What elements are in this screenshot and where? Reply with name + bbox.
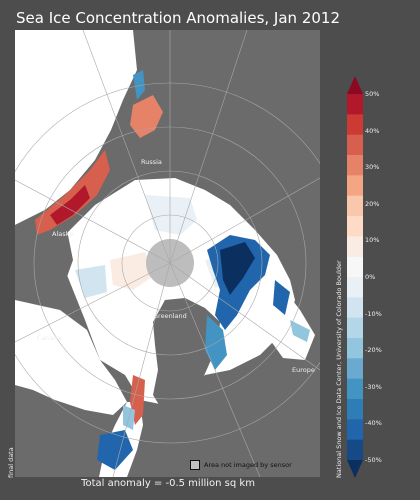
- colorbar-segment: [347, 297, 363, 318]
- page-title: Sea Ice Concentration Anomalies, Jan 201…: [16, 9, 340, 27]
- colorbar-segment: [347, 195, 363, 217]
- map-label-russia: Russia: [141, 158, 162, 166]
- barents-strong-anomaly: [220, 242, 255, 295]
- colorbar-tick-label: -40%: [365, 419, 382, 428]
- colorbar-segment: [347, 399, 363, 420]
- colorbar-segment: [347, 216, 363, 237]
- alaska-land: [15, 210, 73, 300]
- colorbar-tick-label: -10%: [365, 309, 382, 318]
- colorbar-tick-label: 10%: [365, 236, 380, 245]
- colorbar-segment: [347, 338, 363, 359]
- bering-strong-anomaly: [50, 185, 90, 225]
- tint-blue-2: [75, 265, 107, 298]
- colorbar-segment: [347, 155, 363, 176]
- okhotsk-positive-anomaly: [130, 95, 163, 138]
- arctic-pack-ice: [55, 178, 295, 405]
- colorbar-segment: [347, 256, 363, 278]
- colorbar-tick-label: 40%: [365, 126, 380, 135]
- colorbar-segment: [347, 134, 363, 156]
- colorbar-tick-label: -30%: [365, 382, 382, 391]
- colorbar-segment: [347, 277, 363, 298]
- graticule: [15, 30, 320, 477]
- colorbar-tick-label: 0%: [365, 273, 376, 281]
- credit-text: National Snow and Ice Data Center, Unive…: [335, 260, 343, 478]
- map-label-canada: Canada: [37, 334, 62, 342]
- map-label-europe: Europe: [292, 366, 315, 374]
- tint-pink-1: [110, 252, 155, 290]
- colorbar-segment: [347, 175, 363, 196]
- colorbar-tick-label: 20%: [365, 199, 380, 208]
- okhotsk-negative-anomaly: [133, 70, 145, 100]
- colorbar-segment: [347, 378, 363, 400]
- labrador-negative-anomaly: [97, 430, 133, 470]
- colorbar-segment: [347, 94, 363, 115]
- colorbar: [347, 76, 363, 478]
- colorbar-tick-label: -20%: [365, 346, 382, 355]
- side-note: final data: [7, 447, 15, 478]
- polar-map: Russia Alaska Greenland Canada Europe: [15, 30, 320, 477]
- colorbar-segment: [347, 419, 363, 440]
- colorbar-tick-label: -50%: [365, 456, 382, 464]
- greenland-land: [153, 298, 220, 408]
- polar-map-canvas: [15, 30, 320, 477]
- bering-sea-ice: [15, 30, 137, 225]
- map-label-alaska: Alaska: [52, 230, 74, 238]
- no-data-swatch: [190, 460, 200, 470]
- no-data-label: Area not imaged by sensor: [204, 461, 292, 469]
- colorbar-segment: [347, 358, 363, 379]
- total-anomaly: Total anomaly = -0.5 million sq km: [81, 478, 255, 489]
- map-label-greenland: Greenland: [153, 312, 187, 320]
- kara-light-anomaly: [290, 320, 310, 342]
- colorbar-extend-max: [347, 76, 363, 94]
- colorbar-tick-label: 50%: [365, 90, 380, 98]
- colorbar-segment: [347, 317, 363, 339]
- colorbar-segment: [347, 114, 363, 135]
- colorbar-segment: [347, 439, 363, 461]
- colorbar-segment: [347, 236, 363, 257]
- kara-negative-anomaly: [273, 280, 290, 315]
- colorbar-extend-min: [347, 460, 363, 478]
- hudson-bay-ice: [15, 300, 127, 415]
- europe-land: [243, 360, 320, 477]
- colorbar-tick-label: 30%: [365, 163, 380, 172]
- no-data-legend: Area not imaged by sensor: [190, 460, 292, 470]
